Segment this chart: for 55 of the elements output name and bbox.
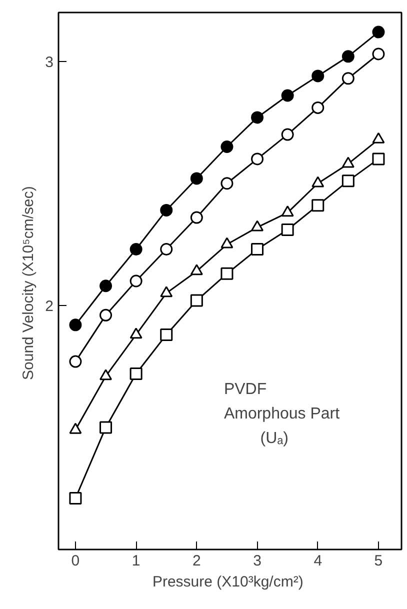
x-tick-label: 3 — [253, 552, 262, 570]
point — [69, 355, 82, 368]
point — [69, 422, 82, 434]
x-tick-label: 5 — [374, 552, 383, 570]
point — [372, 152, 385, 166]
point — [281, 223, 294, 236]
point — [342, 72, 354, 85]
x-tick-label: 2 — [192, 552, 201, 570]
x-axis-title: Pressure (X10³kg/cm²) — [152, 574, 304, 590]
point — [220, 267, 234, 280]
point — [190, 264, 203, 276]
annotation: PVDF — [224, 381, 267, 398]
point — [372, 132, 385, 144]
point — [251, 220, 264, 232]
point — [342, 174, 354, 188]
point — [251, 243, 264, 256]
x-tick-label: 0 — [71, 552, 80, 570]
point — [312, 70, 324, 82]
annotation: Amorphous Part — [224, 406, 340, 423]
point — [281, 206, 294, 217]
y-axis-title: Sound Velocity (X10⁵cm/sec) — [20, 186, 38, 380]
point — [160, 243, 173, 256]
x-tick-label: 4 — [314, 552, 322, 570]
point — [251, 152, 264, 166]
point — [100, 369, 112, 380]
point — [372, 26, 385, 38]
x-tick-label: 1 — [132, 552, 140, 570]
point — [130, 274, 142, 288]
point — [190, 211, 203, 224]
point — [130, 368, 142, 380]
point — [342, 50, 354, 63]
point — [312, 101, 324, 114]
point — [312, 199, 324, 212]
point — [312, 176, 324, 188]
point — [160, 204, 173, 216]
point — [69, 492, 82, 504]
point — [130, 243, 142, 256]
point — [220, 177, 234, 190]
point — [342, 156, 354, 168]
point — [281, 89, 294, 102]
point — [100, 421, 112, 434]
point — [160, 286, 173, 298]
point — [130, 328, 142, 339]
point — [160, 328, 173, 341]
point — [251, 111, 264, 124]
point — [220, 237, 234, 248]
point — [100, 308, 112, 322]
annotation: (Uₐ) — [260, 430, 288, 447]
point — [190, 172, 203, 185]
point — [69, 318, 82, 332]
point — [220, 140, 234, 153]
point — [190, 294, 203, 307]
point — [372, 48, 385, 60]
point — [100, 280, 112, 292]
point — [281, 128, 294, 141]
